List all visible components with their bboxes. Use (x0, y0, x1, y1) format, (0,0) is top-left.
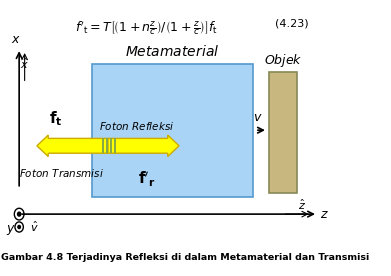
Text: $y$: $y$ (6, 223, 16, 237)
Text: $v$: $v$ (253, 111, 263, 124)
Text: $\hat{x}$: $\hat{x}$ (20, 57, 29, 71)
FancyArrow shape (108, 135, 179, 156)
Text: Gambar 4.8 Terjadinya Refleksi di dalam Metamaterial dan Transmisi: Gambar 4.8 Terjadinya Refleksi di dalam … (2, 253, 369, 262)
Text: $f'_\mathrm{t} = T\left[\left(1+n\frac{z}{c}\right)/\left(1+\frac{z}{c}\right)\r: $f'_\mathrm{t} = T\left[\left(1+n\frac{z… (75, 19, 218, 37)
Text: $\hat{v}$: $\hat{v}$ (30, 220, 39, 234)
Text: $\mathbf{f'_r}$: $\mathbf{f'_r}$ (138, 169, 156, 189)
Bar (92, 64, 253, 197)
Text: $\it{Objek}$: $\it{Objek}$ (264, 52, 303, 68)
Bar (110, 138, 112, 153)
Text: $z$: $z$ (319, 208, 328, 221)
FancyArrow shape (37, 135, 108, 156)
Circle shape (18, 212, 21, 216)
Text: $\mathbf{f_t}$: $\mathbf{f_t}$ (50, 110, 63, 128)
Text: $\it{Foton\ Transmisi}$: $\it{Foton\ Transmisi}$ (19, 167, 104, 179)
Text: $x$: $x$ (11, 33, 21, 46)
Circle shape (18, 225, 20, 229)
Text: $\it{Metamaterial}$: $\it{Metamaterial}$ (126, 44, 220, 59)
Bar (102, 138, 104, 153)
Bar (269, 72, 297, 193)
Text: $\it{Foton\ Refleksi}$: $\it{Foton\ Refleksi}$ (99, 120, 175, 132)
Text: (4.23): (4.23) (274, 19, 308, 29)
Bar (114, 138, 116, 153)
Text: $\hat{z}$: $\hat{z}$ (298, 198, 306, 212)
Bar (106, 138, 108, 153)
